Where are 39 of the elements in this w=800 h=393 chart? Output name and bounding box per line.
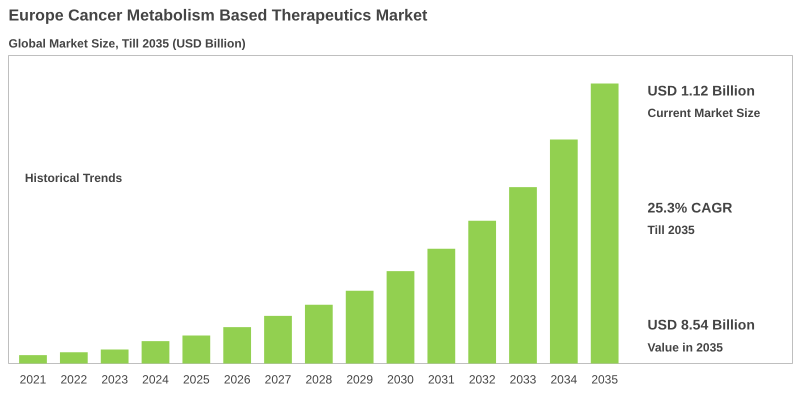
chart-title: Europe Cancer Metabolism Based Therapeutics Market bbox=[8, 8, 428, 24]
bar bbox=[509, 187, 537, 364]
x-tick-label: 2026 bbox=[224, 372, 251, 386]
x-tick-label: 2032 bbox=[468, 372, 496, 386]
x-tick-label: 2030 bbox=[387, 372, 414, 386]
bar bbox=[19, 355, 47, 364]
bar bbox=[60, 352, 88, 364]
x-tick-label: 2029 bbox=[346, 372, 374, 386]
x-tick-label: 2021 bbox=[20, 372, 47, 386]
text: USD 1.12 Billion bbox=[648, 82, 755, 99]
bar bbox=[590, 84, 619, 364]
text: 25.3% CAGR bbox=[648, 200, 732, 216]
bar bbox=[427, 248, 456, 364]
bar bbox=[346, 290, 374, 364]
x-tick-label: 2024 bbox=[142, 372, 170, 386]
text: Value in 2035 bbox=[648, 340, 724, 354]
text: Till 2035 bbox=[648, 223, 696, 238]
bar bbox=[304, 304, 333, 364]
annotation: Historical Trends bbox=[24, 170, 123, 185]
x-tick-label: 2022 bbox=[60, 372, 88, 386]
bar bbox=[468, 220, 496, 364]
x-tick-label: 2034 bbox=[550, 372, 578, 386]
text: USD 8.54 Billion bbox=[648, 316, 755, 333]
x-tick-label: 2027 bbox=[264, 372, 292, 386]
x-tick-label: 2035 bbox=[591, 372, 618, 386]
x-tick-label: 2025 bbox=[182, 372, 210, 386]
x-tick-label: 2033 bbox=[510, 372, 537, 386]
chart-subtitle: Global Market Size, Till 2035 (USD Billion) bbox=[8, 36, 246, 50]
bar bbox=[550, 140, 578, 364]
bar bbox=[386, 271, 414, 364]
x-tick-label: 2028 bbox=[305, 372, 333, 386]
bar bbox=[264, 316, 292, 364]
text: Current Market Size bbox=[648, 106, 761, 120]
bar bbox=[223, 327, 252, 364]
bar bbox=[100, 350, 129, 364]
x-tick-label: 2031 bbox=[428, 372, 456, 386]
bar bbox=[142, 341, 170, 364]
x-tick-label: 2023 bbox=[101, 372, 128, 386]
bar bbox=[182, 336, 210, 364]
